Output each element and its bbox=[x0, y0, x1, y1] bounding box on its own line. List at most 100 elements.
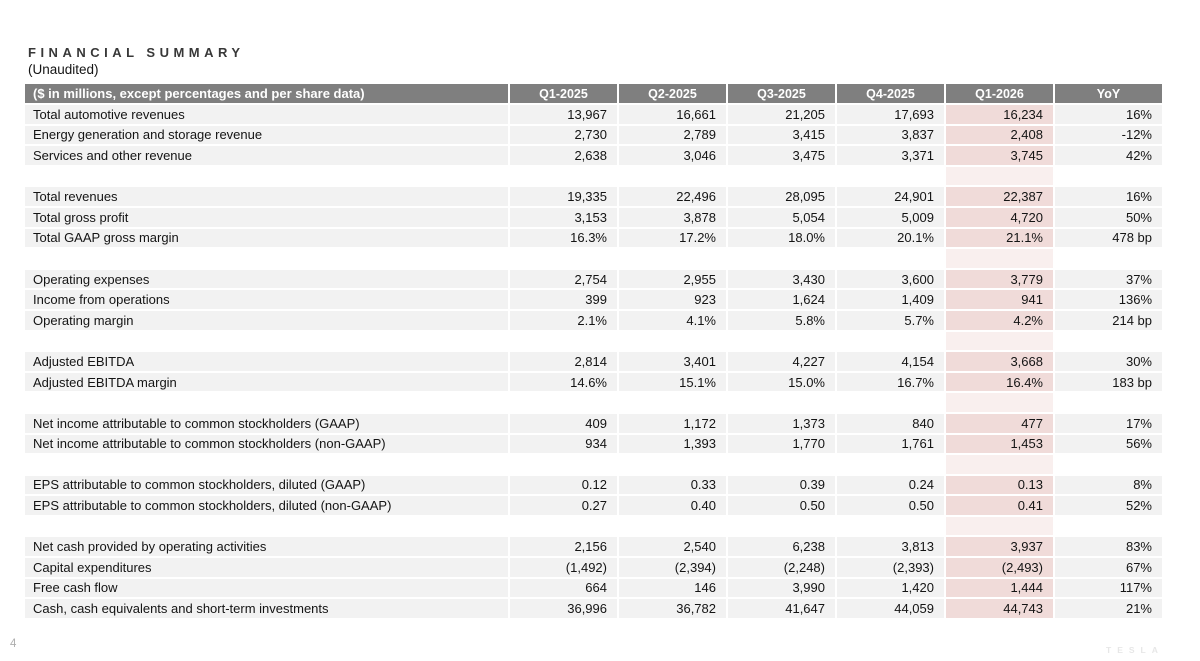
section-gap bbox=[25, 455, 1162, 474]
cell-value: 1,172 bbox=[617, 413, 726, 433]
table-row: EPS attributable to common stockholders,… bbox=[25, 475, 1162, 495]
table-row: Total GAAP gross margin 16.3% 17.2% 18.0% 20… bbox=[25, 228, 1162, 248]
column-header-q4-2025: Q4-2025 bbox=[835, 84, 944, 103]
cell-value: 5.8% bbox=[726, 310, 835, 330]
page-subtitle: (Unaudited) bbox=[28, 62, 99, 77]
cell-value: 2.1% bbox=[508, 310, 617, 330]
cell-value: 4,154 bbox=[835, 352, 944, 371]
column-header-yoy: YoY bbox=[1053, 84, 1162, 103]
section-gap bbox=[25, 249, 1162, 268]
gap-cell bbox=[617, 167, 726, 186]
cell-value: 1,409 bbox=[835, 290, 944, 309]
cell-value: 5,009 bbox=[835, 207, 944, 227]
table-row: Cash, cash equivalents and short-term in… bbox=[25, 599, 1162, 618]
table-row: Adjusted EBITDA margin 14.6% 15.1% 15.0% 16.… bbox=[25, 372, 1162, 392]
cell-value: 19,335 bbox=[508, 187, 617, 206]
cell-value: (1,492) bbox=[508, 558, 617, 577]
cell-value: 934 bbox=[508, 434, 617, 454]
row-label: Adjusted EBITDA margin bbox=[25, 372, 508, 392]
gap-cell bbox=[835, 249, 944, 268]
cell-value: 56% bbox=[1053, 434, 1162, 454]
row-label: Total revenues bbox=[25, 187, 508, 206]
gap-cell bbox=[944, 166, 1053, 186]
gap-cell bbox=[25, 517, 508, 536]
financial-table: ($ in millions, except percentages and p… bbox=[25, 84, 1162, 620]
cell-value: 399 bbox=[508, 290, 617, 309]
gap-cell bbox=[944, 455, 1053, 474]
cell-value: 41,647 bbox=[726, 599, 835, 618]
cell-value: 183 bp bbox=[1053, 372, 1162, 392]
cell-value: 17,693 bbox=[835, 105, 944, 124]
table-row: Adjusted EBITDA 2,814 3,401 4,227 4,154 3,668… bbox=[25, 352, 1162, 371]
cell-value: 3,430 bbox=[726, 269, 835, 289]
cell-value: 3,878 bbox=[617, 207, 726, 227]
cell-value: 30% bbox=[1053, 352, 1162, 371]
cell-value: 16,234 bbox=[944, 105, 1053, 124]
cell-value: 3,600 bbox=[835, 269, 944, 289]
cell-value: 36,996 bbox=[508, 599, 617, 618]
page-number: 4 bbox=[10, 638, 17, 650]
cell-value: 0.50 bbox=[726, 496, 835, 515]
cell-value: 3,415 bbox=[726, 125, 835, 145]
cell-value: 16% bbox=[1053, 105, 1162, 124]
gap-cell bbox=[508, 455, 617, 474]
cell-value: 15.0% bbox=[726, 372, 835, 392]
page-title: FINANCIAL SUMMARY bbox=[28, 45, 245, 60]
gap-cell bbox=[944, 249, 1053, 268]
table-row: Energy generation and storage revenue 2,7… bbox=[25, 125, 1162, 145]
row-label: Net cash provided by operating activitie… bbox=[25, 537, 508, 557]
cell-value: 21% bbox=[1053, 599, 1162, 618]
cell-value: 1,420 bbox=[835, 578, 944, 598]
gap-cell bbox=[835, 393, 944, 412]
cell-value: 3,401 bbox=[617, 352, 726, 371]
section-gap bbox=[25, 393, 1162, 412]
cell-value: 13,967 bbox=[508, 105, 617, 124]
row-label: Cash, cash equivalents and short-term in… bbox=[25, 599, 508, 618]
cell-value: 2,730 bbox=[508, 125, 617, 145]
cell-value: 1,373 bbox=[726, 413, 835, 433]
row-label: Energy generation and storage revenue bbox=[25, 125, 508, 145]
cell-value: 0.50 bbox=[835, 496, 944, 515]
cell-value: 477 bbox=[944, 413, 1053, 433]
cell-value: 16,661 bbox=[617, 105, 726, 124]
gap-cell bbox=[726, 332, 835, 351]
gap-cell bbox=[944, 393, 1053, 412]
table-row: Net income attributable to common stockh… bbox=[25, 413, 1162, 433]
cell-value: 2,814 bbox=[508, 352, 617, 371]
cell-value: 52% bbox=[1053, 496, 1162, 515]
cell-value: 16.4% bbox=[944, 372, 1053, 392]
table-row: Net cash provided by operating activitie… bbox=[25, 537, 1162, 557]
table-header-row: ($ in millions, except percentages and p… bbox=[25, 84, 1162, 103]
cell-value: 941 bbox=[944, 290, 1053, 309]
gap-cell bbox=[726, 517, 835, 536]
column-header-q1-2025: Q1-2025 bbox=[508, 84, 617, 103]
cell-value: 214 bp bbox=[1053, 310, 1162, 330]
gap-cell bbox=[508, 393, 617, 412]
gap-cell bbox=[944, 331, 1053, 351]
cell-value: 20.1% bbox=[835, 228, 944, 248]
cell-value: 4,227 bbox=[726, 352, 835, 371]
gap-cell bbox=[944, 516, 1053, 536]
cell-value: 1,393 bbox=[617, 434, 726, 454]
gap-cell bbox=[25, 167, 508, 186]
cell-value: 2,789 bbox=[617, 125, 726, 145]
table-row: Free cash flow 664 146 3,990 1,420 1,444 117% bbox=[25, 578, 1162, 598]
row-label: EPS attributable to common stockholders,… bbox=[25, 496, 508, 515]
gap-cell bbox=[25, 393, 508, 412]
gap-cell bbox=[617, 455, 726, 474]
row-label: Capital expenditures bbox=[25, 558, 508, 577]
table-header-label: ($ in millions, except percentages and p… bbox=[25, 84, 508, 103]
cell-value: 21,205 bbox=[726, 105, 835, 124]
row-label: Operating expenses bbox=[25, 269, 508, 289]
cell-value: 840 bbox=[835, 413, 944, 433]
cell-value: 2,638 bbox=[508, 146, 617, 165]
gap-cell bbox=[726, 167, 835, 186]
cell-value: 2,540 bbox=[617, 537, 726, 557]
gap-cell bbox=[726, 249, 835, 268]
cell-value: (2,493) bbox=[944, 558, 1053, 577]
cell-value: 0.41 bbox=[944, 496, 1053, 515]
row-label: Free cash flow bbox=[25, 578, 508, 598]
gap-cell bbox=[25, 455, 508, 474]
cell-value: 36,782 bbox=[617, 599, 726, 618]
table-row: Net income attributable to common stockh… bbox=[25, 434, 1162, 454]
